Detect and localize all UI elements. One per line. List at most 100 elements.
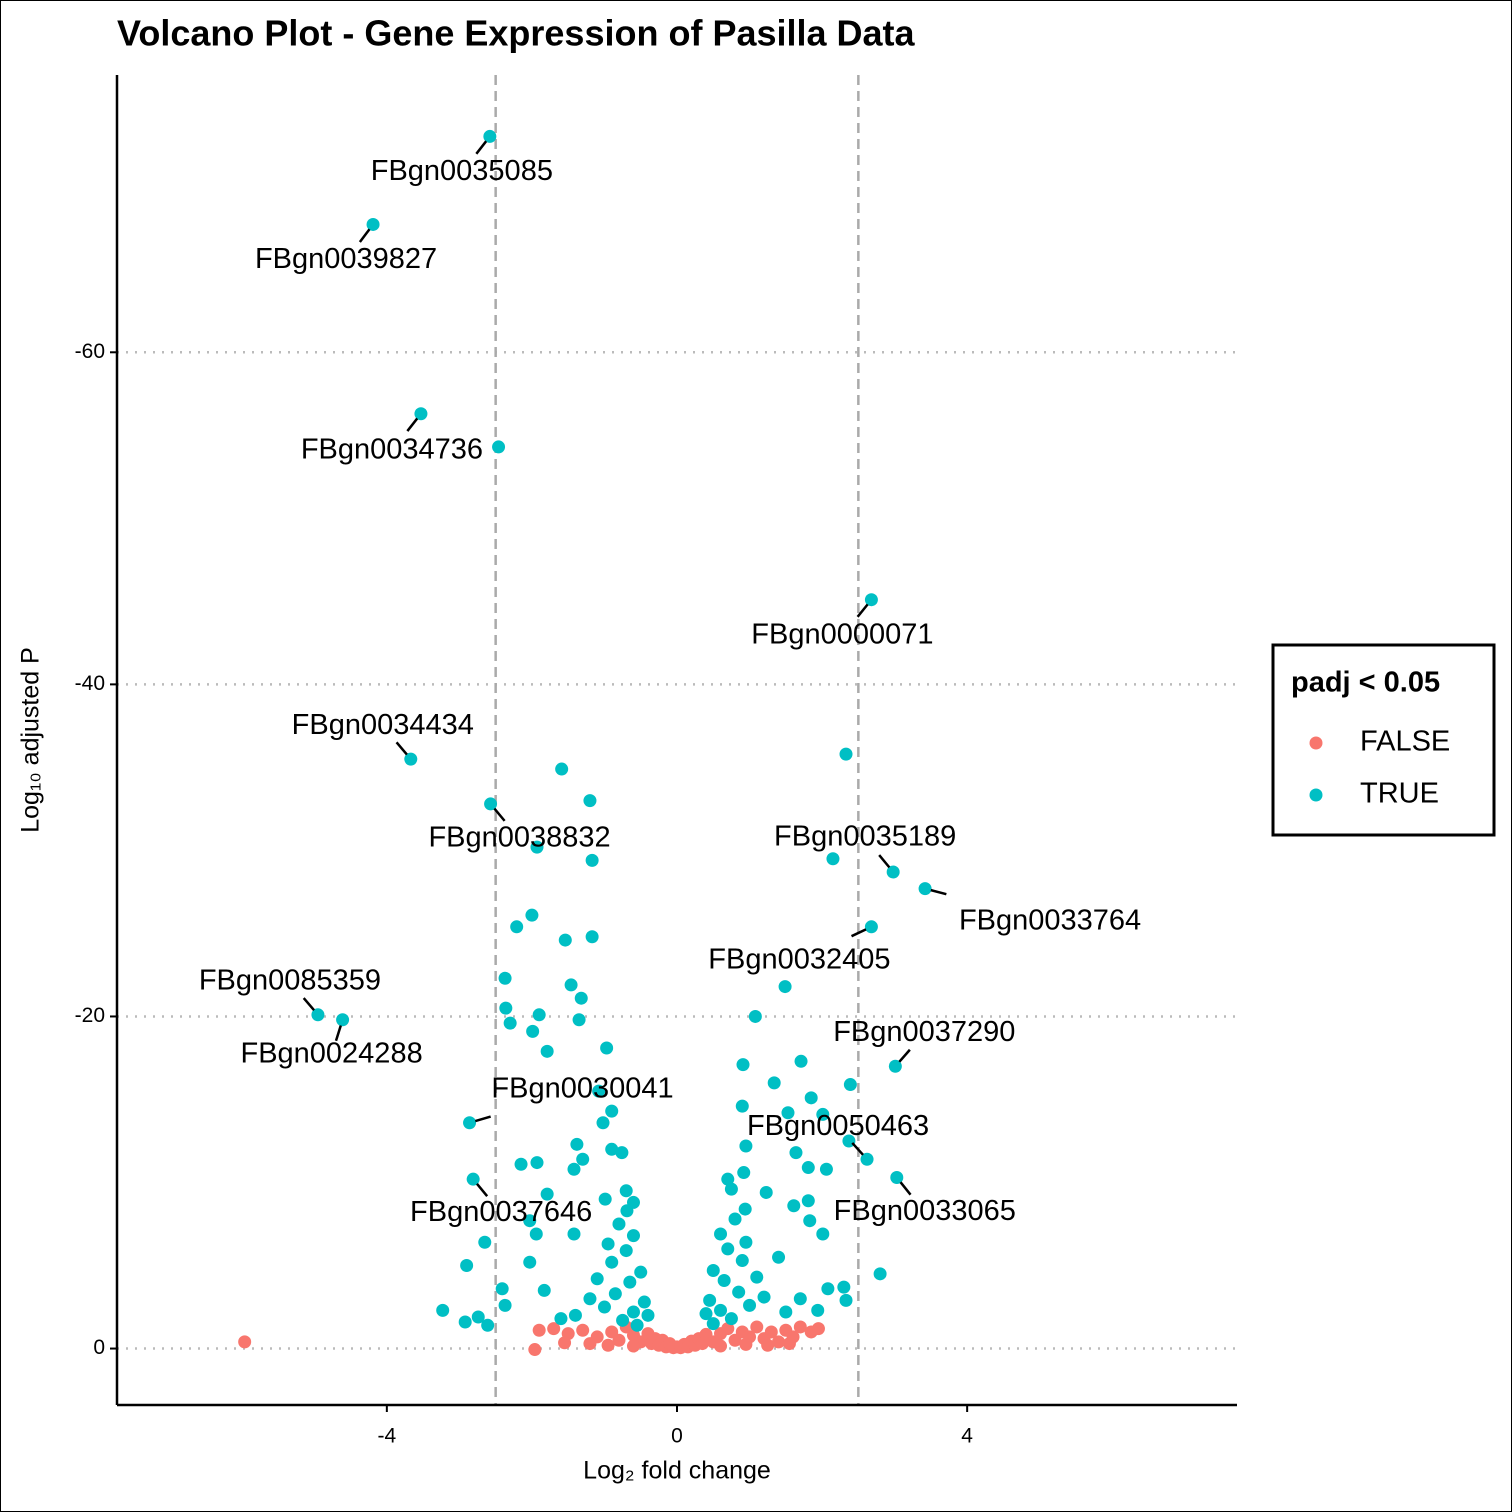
- point: [750, 1270, 764, 1284]
- point-label: FBgn0034736: [301, 433, 483, 465]
- point: [748, 1009, 762, 1023]
- point: [735, 1099, 749, 1113]
- point: [471, 1310, 485, 1324]
- label-connector: [851, 1142, 864, 1156]
- point: [801, 1161, 815, 1175]
- point: [458, 1315, 472, 1329]
- y-tick-label: -20: [75, 1004, 105, 1027]
- point: [721, 1322, 735, 1336]
- point: [714, 1227, 728, 1241]
- point: [540, 1044, 554, 1058]
- point: [843, 1078, 857, 1092]
- point: [526, 1024, 540, 1038]
- point: [460, 1259, 474, 1273]
- y-tick-label: -60: [75, 340, 105, 363]
- point: [495, 1282, 509, 1296]
- label-connector: [475, 140, 488, 155]
- point: [605, 1142, 619, 1156]
- point: [918, 882, 932, 896]
- point: [890, 1171, 904, 1185]
- point: [826, 852, 840, 866]
- point: [626, 1229, 640, 1243]
- point: [481, 1318, 495, 1332]
- point: [466, 1172, 480, 1186]
- point: [860, 1152, 874, 1166]
- point: [778, 980, 792, 994]
- legend-marker: [1309, 736, 1323, 750]
- point: [732, 1285, 746, 1299]
- point: [864, 593, 878, 607]
- point: [523, 1255, 537, 1269]
- point: [532, 1323, 546, 1337]
- point: [801, 1194, 815, 1208]
- point: [787, 1199, 801, 1213]
- point: [779, 1305, 793, 1319]
- point: [699, 1307, 713, 1321]
- point: [615, 1146, 629, 1160]
- point: [414, 407, 428, 421]
- point-label: FBgn0032405: [708, 943, 890, 975]
- point: [721, 1242, 735, 1256]
- point: [781, 1106, 795, 1120]
- point-label: FBgn0033065: [834, 1195, 1016, 1227]
- point: [630, 1318, 644, 1332]
- point: [605, 1104, 619, 1118]
- point: [530, 840, 544, 854]
- point: [238, 1335, 252, 1349]
- point: [706, 1317, 720, 1331]
- point: [484, 797, 498, 811]
- point: [623, 1275, 637, 1289]
- point: [612, 1333, 626, 1347]
- point: [585, 930, 599, 944]
- point-label: FBgn0035085: [371, 155, 553, 187]
- point: [837, 1280, 851, 1294]
- point: [816, 1227, 830, 1241]
- y-tick-label: -40: [75, 672, 105, 695]
- point-label: FBgn0050463: [747, 1110, 929, 1142]
- point: [601, 1237, 615, 1251]
- point-label: FBgn0030041: [491, 1072, 673, 1104]
- x-tick-label: -4: [378, 1425, 397, 1448]
- point: [738, 1202, 752, 1216]
- legend-marker: [1309, 788, 1323, 802]
- point: [793, 1292, 807, 1306]
- label-connector: [850, 928, 867, 938]
- point: [886, 865, 900, 879]
- point: [626, 1305, 640, 1319]
- point: [530, 1156, 544, 1170]
- point: [590, 1272, 604, 1286]
- point: [743, 1298, 757, 1312]
- point: [761, 1338, 775, 1352]
- point: [739, 1235, 753, 1249]
- point: [772, 1250, 786, 1264]
- legend-label: FALSE: [1360, 726, 1450, 758]
- point: [757, 1290, 771, 1304]
- point: [637, 1295, 651, 1309]
- point-label: FBgn0085359: [199, 964, 381, 996]
- point: [567, 1162, 581, 1176]
- point: [714, 1339, 728, 1353]
- label-connector: [878, 854, 891, 869]
- point: [626, 1195, 640, 1209]
- label-connector: [334, 1025, 342, 1042]
- point: [436, 1303, 450, 1317]
- point: [608, 1287, 622, 1301]
- point: [585, 853, 599, 867]
- point: [819, 1162, 833, 1176]
- point: [583, 794, 597, 808]
- point: [811, 1303, 825, 1317]
- point: [706, 1264, 720, 1278]
- point: [558, 933, 572, 947]
- point: [597, 1300, 611, 1314]
- point: [816, 1107, 830, 1121]
- point: [570, 1137, 584, 1151]
- point: [514, 1157, 528, 1171]
- point: [523, 1214, 537, 1228]
- point: [311, 1008, 325, 1022]
- point: [583, 1337, 597, 1351]
- chart-title: Volcano Plot - Gene Expression of Pasill…: [117, 13, 916, 54]
- point: [366, 217, 380, 231]
- point: [576, 1323, 590, 1337]
